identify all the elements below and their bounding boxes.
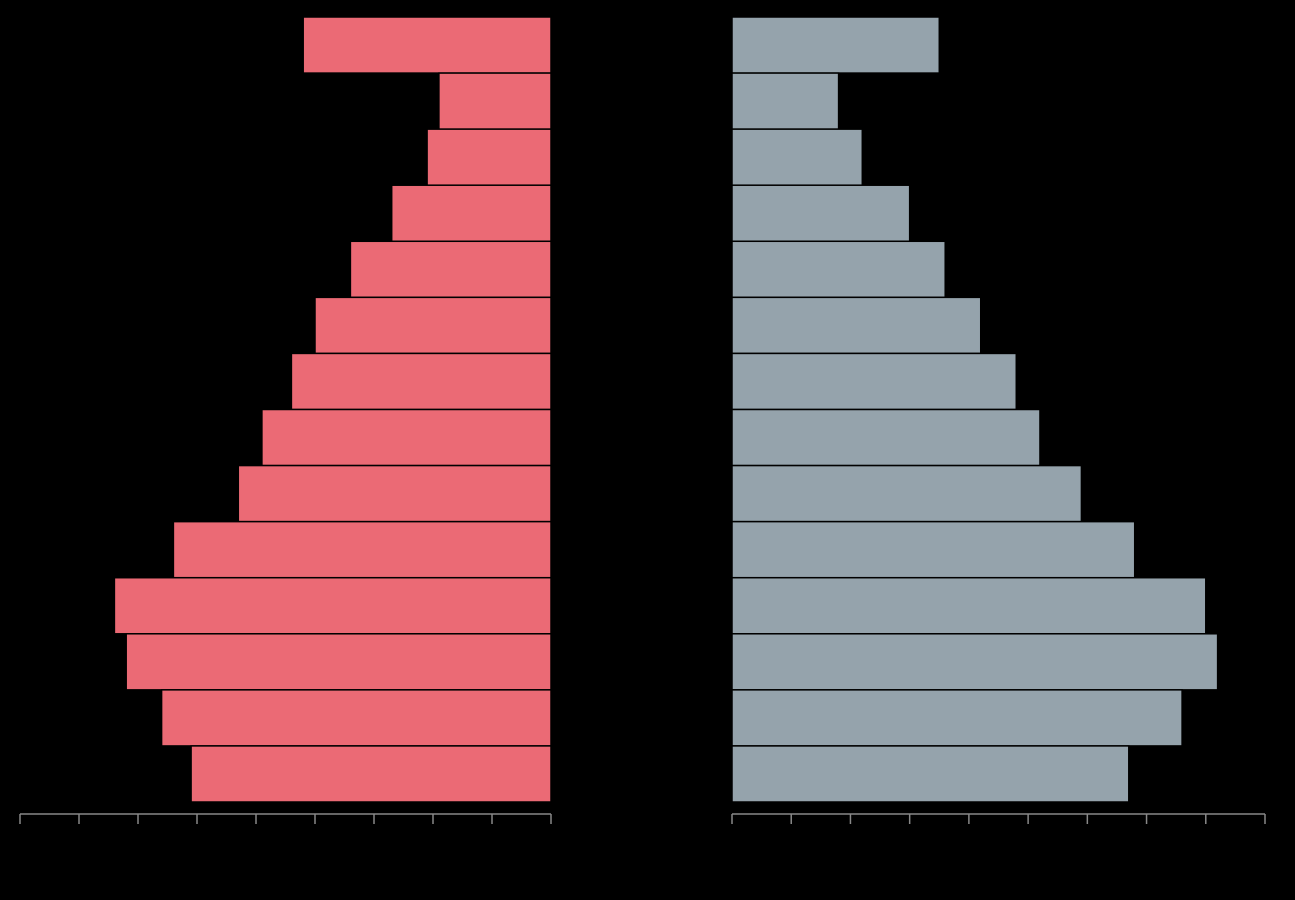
- bar: [731, 128, 864, 186]
- bar: [731, 745, 1130, 803]
- bar: [438, 72, 552, 130]
- bar: [113, 576, 552, 635]
- bar: [172, 520, 552, 579]
- bar: [302, 16, 552, 74]
- bar: [731, 689, 1183, 747]
- bar: [160, 689, 552, 747]
- bar: [731, 576, 1207, 635]
- bar: [237, 464, 552, 523]
- bar: [731, 296, 982, 355]
- bar: [731, 240, 946, 299]
- bar: [731, 184, 911, 243]
- bar: [314, 296, 552, 355]
- bar: [731, 352, 1018, 411]
- bar: [731, 16, 941, 74]
- bar: [426, 128, 552, 186]
- bar: [190, 745, 552, 803]
- bar: [731, 520, 1136, 579]
- bar: [731, 72, 840, 130]
- bar: [290, 352, 552, 411]
- bar: [125, 633, 552, 691]
- bar: [261, 408, 552, 467]
- bar: [349, 240, 552, 299]
- bar: [731, 464, 1083, 523]
- bar: [390, 184, 552, 243]
- bar: [731, 633, 1219, 691]
- bar: [731, 408, 1041, 467]
